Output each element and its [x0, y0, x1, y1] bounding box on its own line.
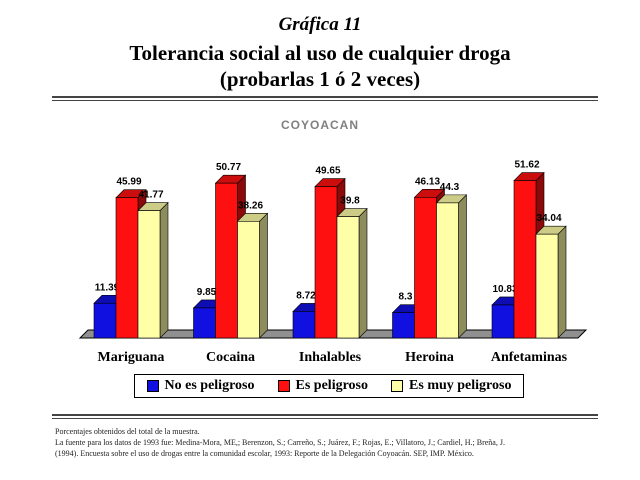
- data-label: 39.8: [340, 196, 360, 207]
- title-line-2: (probarlas 1 ó 2 veces): [219, 67, 421, 91]
- data-label: 9.85: [197, 287, 217, 298]
- bar: [215, 182, 238, 339]
- category-label: Heroina: [405, 350, 454, 365]
- bar-side: [557, 225, 567, 339]
- title-line-1: Tolerancia social al uso de cualquier dr…: [129, 41, 511, 65]
- note-line-1: Porcentajes obtenidos del total de la mu…: [55, 427, 200, 436]
- bar: [137, 210, 161, 339]
- bar: [93, 302, 117, 339]
- bar: [414, 197, 437, 339]
- bar: [491, 304, 515, 339]
- bar-side: [358, 207, 368, 339]
- bar: [292, 311, 316, 339]
- category-label: Inhalables: [299, 350, 362, 365]
- data-label: 50.77: [216, 162, 241, 173]
- bar: [314, 186, 338, 339]
- bar: [193, 307, 216, 339]
- top-rule-thin: [52, 100, 598, 101]
- bar: [392, 312, 415, 339]
- legend-swatch-no-es-peligroso: [146, 380, 159, 392]
- data-label: 44.3: [440, 182, 460, 193]
- note-line-3: (1994). Encuesta sobre el uso de drogas …: [55, 449, 474, 458]
- bar: [513, 180, 537, 339]
- bottom-rule: [52, 414, 598, 416]
- source-notes: Porcentajes obtenidos del total de la mu…: [55, 426, 595, 459]
- bar: [237, 221, 260, 339]
- data-label: 41.77: [138, 190, 163, 201]
- bottom-rule-thin: [52, 418, 598, 419]
- legend-item-no-es-peligroso: No es peligroso: [146, 378, 255, 394]
- data-label: 8.3: [399, 292, 413, 303]
- chart-label: Gráfica 11: [278, 14, 362, 35]
- category-label: Anfetaminas: [491, 350, 568, 365]
- data-label: 8.72: [296, 290, 316, 301]
- data-label: 11.39: [95, 282, 120, 293]
- bar: [535, 233, 559, 339]
- data-label: 49.65: [315, 166, 340, 177]
- bar-side: [159, 201, 169, 339]
- data-label: 38.26: [238, 200, 263, 211]
- bar: [115, 197, 139, 339]
- data-label: 34.04: [536, 213, 561, 224]
- data-label: 10.83: [492, 284, 517, 295]
- bar: [436, 202, 459, 339]
- data-label: 51.62: [514, 160, 539, 171]
- legend-label-es-muy-peligroso: Es muy peligroso: [409, 378, 512, 393]
- data-label: 46.13: [415, 176, 440, 187]
- legend-label-es-peligroso: Es peligroso: [295, 378, 368, 393]
- legend-swatch-es-muy-peligroso: [391, 380, 404, 392]
- top-rule: [52, 96, 598, 98]
- bar: [336, 216, 360, 339]
- legend-item-es-peligroso: Es peligroso: [277, 378, 368, 394]
- legend-item-es-muy-peligroso: Es muy peligroso: [391, 378, 511, 394]
- note-line-2: La fuente para los datos de 1993 fue: Me…: [55, 438, 505, 447]
- bar-chart: 11.39 45.99 41.77 Mariguana 9.85 50.77 38.26 Co…: [78, 160, 588, 365]
- legend-swatch-es-peligroso: [277, 380, 290, 392]
- bar-side: [458, 194, 467, 339]
- legend-label-no-es-peligroso: No es peligroso: [164, 378, 255, 393]
- data-label: 45.99: [116, 177, 141, 188]
- bar-side: [259, 212, 268, 339]
- category-label: Mariguana: [98, 350, 165, 365]
- category-label: Cocaina: [206, 350, 255, 365]
- chart-title: COYOACAN: [280, 118, 359, 132]
- page-title: Tolerancia social al uso de cualquier dr…: [0, 40, 640, 92]
- legend: No es peligroso Es peligroso Es muy peli…: [134, 374, 524, 398]
